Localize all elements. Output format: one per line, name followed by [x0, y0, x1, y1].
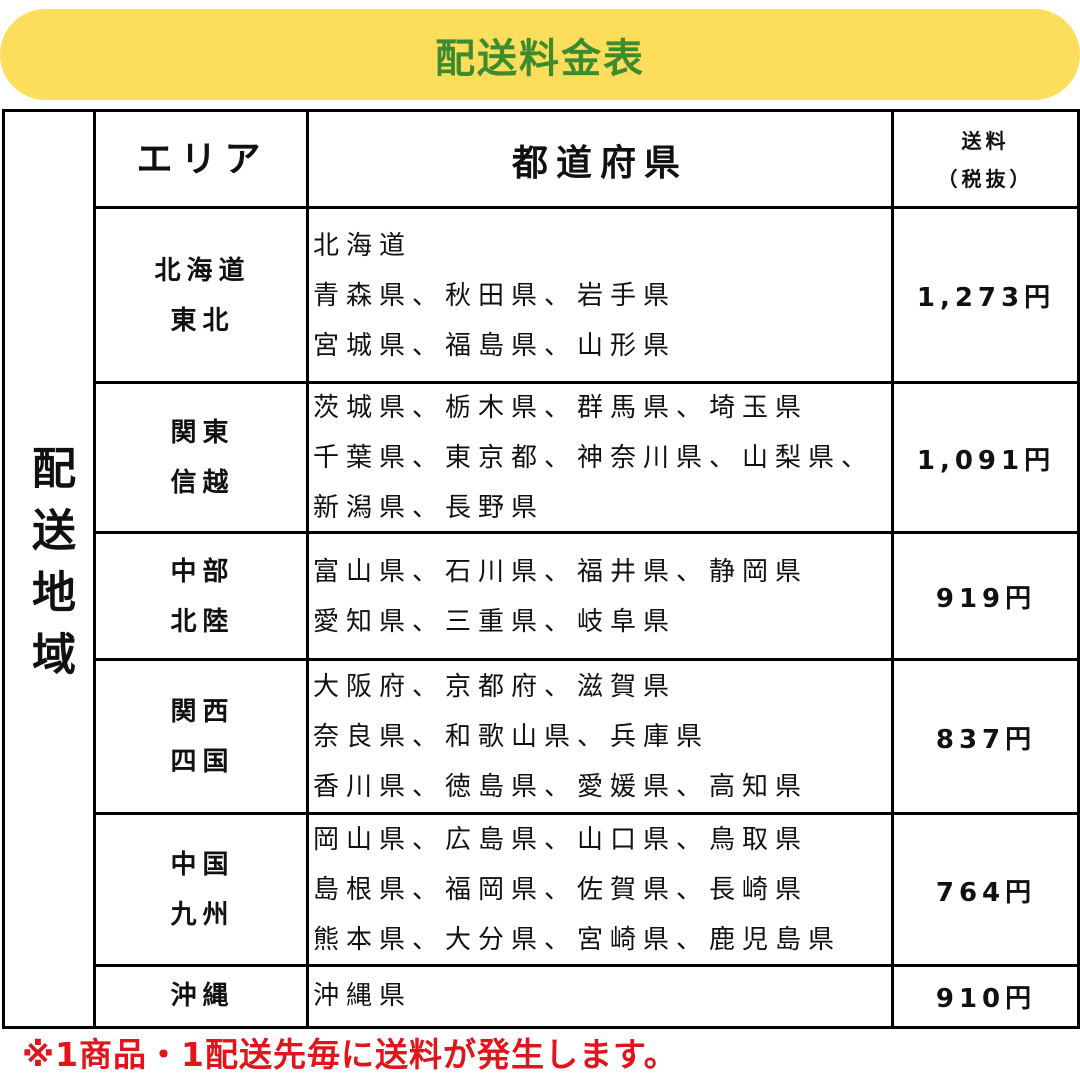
divider	[93, 112, 96, 1026]
header-fee: 送料 （税抜）	[894, 112, 1077, 208]
row-divider	[93, 531, 1077, 534]
area-cell: 中部 北陸	[170, 556, 235, 637]
row-divider	[93, 658, 1077, 661]
prefecture-line: 大阪府、京都府、滋賀県	[313, 672, 677, 702]
prefecture-line: 新潟県、長野県	[313, 493, 545, 523]
header-fee-tax-note: （税抜）	[937, 167, 1034, 191]
row-divider	[93, 381, 1077, 384]
fee-cell: 764円	[935, 877, 1037, 908]
prefecture-cell: 北海道青森県、秋田県、岩手県 宮城県、福島県、山形県	[311, 208, 895, 383]
prefecture-cell: 富山県、石川県、福井県、静岡県 愛知県、三重県、岐阜県	[311, 533, 895, 660]
prefecture-line: 青森県、秋田県、岩手県	[313, 280, 677, 311]
fee-cell: 1,091円	[916, 445, 1056, 476]
title-banner: 配送料金表	[0, 9, 1080, 100]
prefecture-line: 島根県、福岡県、佐賀県、長崎県	[313, 875, 809, 905]
prefecture-cell: 茨城県、栃木県、群馬県、埼玉県千葉県、東京都、神奈川県、山梨県、 新潟県、長野県	[311, 383, 895, 533]
prefecture-line: 宮城県、福島県、山形県	[313, 330, 677, 361]
prefecture-line: 熊本県、大分県、宮崎県、鹿児島県	[313, 925, 842, 955]
fee-cell: 910円	[935, 983, 1037, 1014]
header-area: エリア	[136, 139, 269, 180]
divider	[306, 112, 309, 1026]
area-cell: 中国 九州	[170, 850, 235, 930]
area-cell: 関東 信越	[170, 418, 235, 498]
prefecture-line: 沖縄県	[313, 981, 413, 1011]
region-label-cell: 配送地域	[5, 112, 93, 1026]
prefecture-line: 茨城県、栃木県、群馬県、埼玉県	[313, 393, 809, 423]
prefecture-line: 千葉県、東京都、神奈川県、山梨県、	[313, 443, 875, 473]
prefecture-line: 奈良県、和歌山県、兵庫県	[313, 722, 710, 752]
prefecture-line: 富山県、石川県、福井県、静岡県	[313, 556, 809, 587]
fee-cell: 1,273円	[916, 283, 1056, 313]
row-divider	[93, 206, 1077, 209]
prefecture-line: 香川県、徳島県、愛媛県、高知県	[313, 772, 809, 802]
fee-cell: 919円	[935, 584, 1037, 614]
prefecture-line: 北海道	[313, 230, 413, 261]
shipping-fee-table: 配送地域 エリア 都道府県 送料 （税抜） 北海道 東北 北海道 青森県、秋田県、岩手…	[2, 109, 1080, 1029]
prefecture-line: 岡山県、広島県、山口県、鳥取県	[313, 825, 809, 855]
prefecture-cell: 沖縄県	[311, 966, 895, 1026]
header-fee-label: 送料	[961, 129, 1010, 153]
region-label: 配送地域	[24, 445, 75, 693]
footnote: ※1商品・1配送先毎に送料が発生します。	[22, 1035, 678, 1074]
row-divider	[93, 964, 1077, 967]
prefecture-line: 愛知県、三重県、岐阜県	[313, 606, 677, 637]
area-cell: 関西 四国	[170, 697, 235, 777]
page-title: 配送料金表	[435, 35, 645, 82]
divider	[891, 112, 894, 1026]
prefecture-cell: 岡山県、広島県、山口県、鳥取県 島根県、福岡県、佐賀県、長崎県熊本県、大分県、宮崎…	[311, 814, 895, 966]
prefecture-cell: 大阪府、京都府、滋賀県奈良県、和歌山県、兵庫県香川県、徳島県、愛媛県、高知県	[311, 660, 895, 814]
area-cell: 沖縄	[170, 981, 235, 1011]
row-divider	[93, 812, 1077, 815]
area-cell: 北海道 東北	[154, 255, 251, 336]
header-prefecture: 都道府県	[511, 143, 688, 184]
fee-cell: 837円	[935, 724, 1037, 755]
